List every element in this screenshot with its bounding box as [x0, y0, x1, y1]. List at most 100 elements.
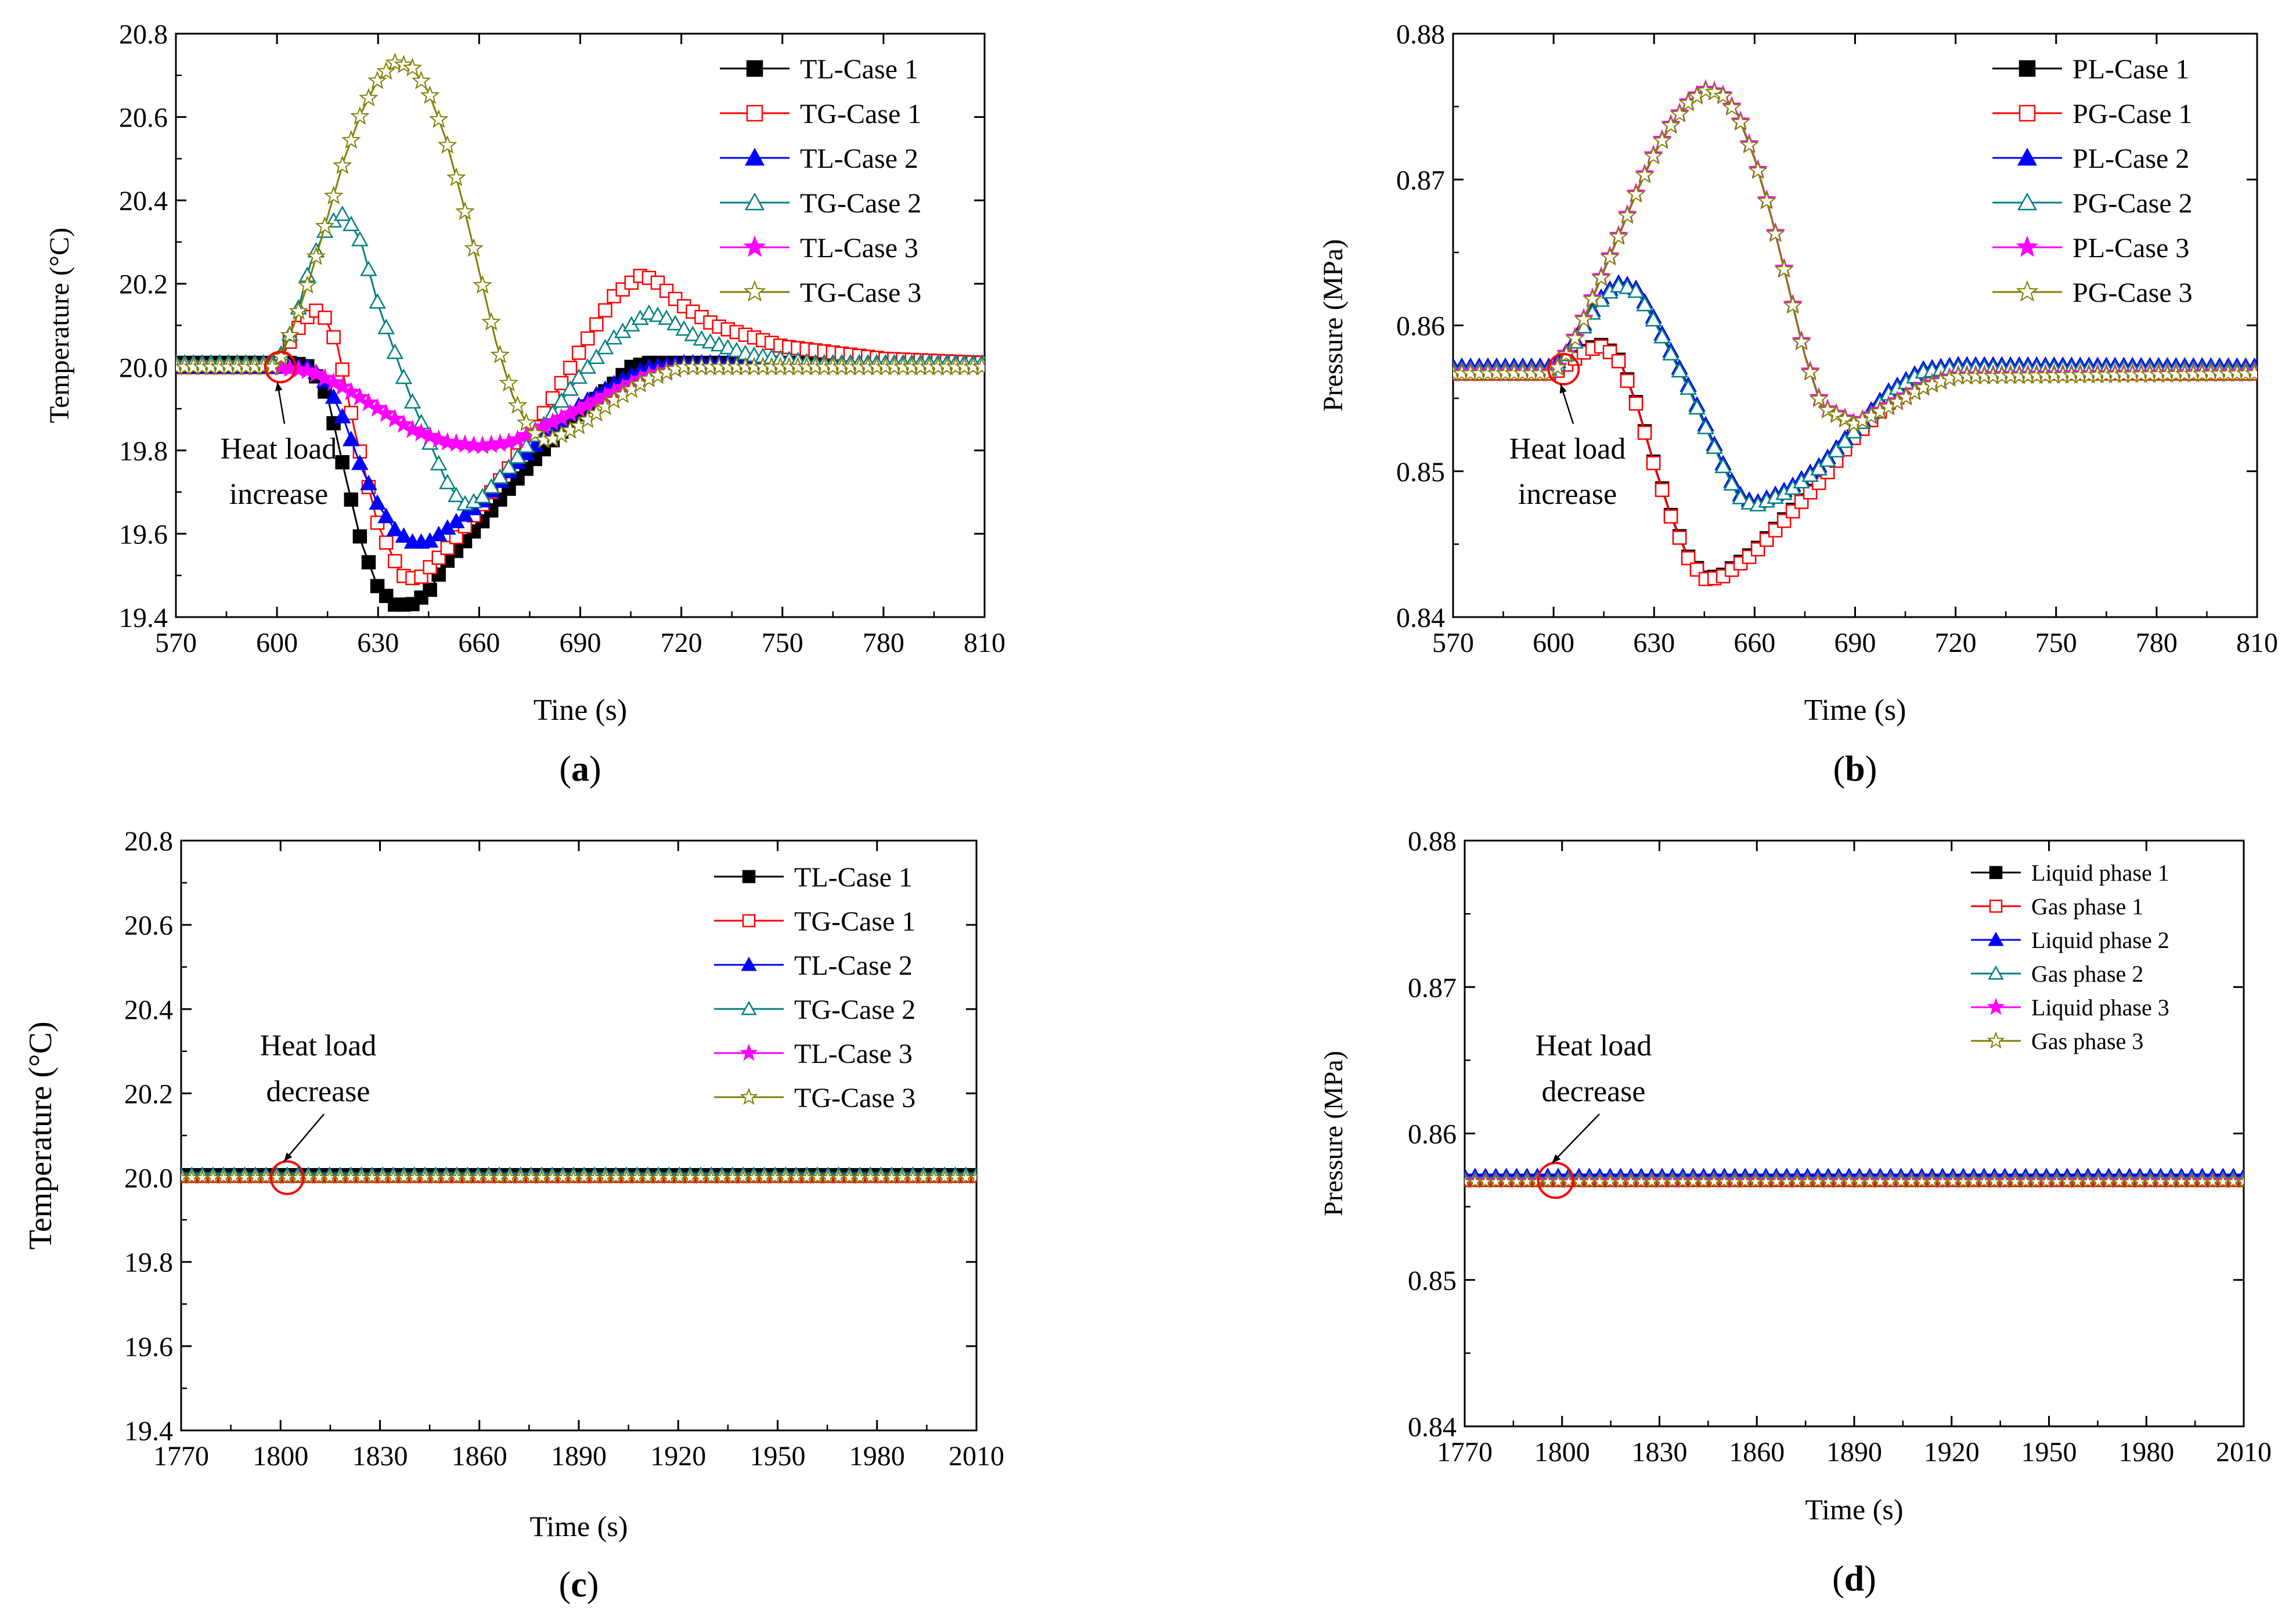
x-tick-label: 630 — [357, 628, 399, 658]
x-axis-label: Tine (s) — [534, 694, 627, 727]
x-tick-label: 720 — [661, 628, 702, 658]
legend: Liquid phase 1 Gas phase 1 Liquid phase 2 G… — [1971, 860, 2169, 1054]
data-point — [359, 88, 379, 107]
data-point — [1627, 282, 1645, 298]
x-tick-label: 1920 — [1924, 1437, 1980, 1468]
data-point — [744, 147, 765, 166]
data-point — [589, 317, 604, 332]
data-point — [332, 155, 352, 174]
data-point — [1809, 388, 1829, 408]
data-point — [658, 309, 675, 325]
data-point — [517, 445, 535, 460]
y-tick-label: 0.85 — [1408, 1266, 1457, 1296]
data-point — [315, 367, 335, 387]
data-point — [1748, 160, 1768, 179]
data-point — [394, 414, 414, 433]
data-point — [1636, 295, 1653, 312]
data-point — [1670, 103, 1689, 123]
data-point — [1583, 289, 1602, 308]
y-tick-label: 0.85 — [1396, 457, 1445, 488]
data-point — [742, 870, 756, 884]
data-point — [968, 1169, 976, 1184]
data-point — [335, 455, 349, 470]
data-point — [740, 1087, 758, 1105]
data-point — [437, 135, 457, 154]
data-point — [315, 216, 335, 235]
data-point — [1663, 509, 1678, 524]
data-point — [507, 395, 528, 414]
series-tg-case-3 — [176, 52, 985, 449]
panel-caption: (c) — [559, 1565, 599, 1605]
legend-label: TL-Case 2 — [800, 143, 918, 174]
data-point — [1818, 399, 1838, 419]
legend-label: Gas phase 3 — [2031, 1028, 2143, 1054]
annotation-text: increase — [229, 478, 328, 511]
legend: TL-Case 1 TG-Case 1 TL-Case 2 TG-Case 2 TL-C… — [720, 54, 921, 308]
data-point — [1987, 1031, 2005, 1049]
data-point — [1828, 442, 1845, 457]
legend-label: PL-Case 2 — [2072, 143, 2189, 174]
data-point — [1800, 362, 1821, 381]
panel-caption: (d) — [1832, 1559, 1876, 1599]
y-tick-label: 0.88 — [1408, 826, 1457, 857]
data-point — [388, 554, 402, 568]
data-point — [1671, 362, 1688, 378]
annotation-text: Heat load — [1509, 432, 1626, 466]
legend-label: TL-Case 3 — [800, 233, 918, 264]
y-tick-label: 20.0 — [119, 352, 168, 383]
data-point — [1574, 309, 1594, 328]
data-point — [395, 368, 413, 384]
data-point — [333, 206, 351, 221]
data-point — [481, 312, 502, 331]
series-line — [1453, 280, 2257, 504]
data-point — [323, 185, 344, 205]
chart-panel-d: 1770 1800 1830 1860 1890 1920 1950 1980 2010 0.84… — [1318, 826, 2272, 1599]
legend-label: TG-Case 3 — [800, 277, 921, 308]
data-point — [666, 315, 684, 330]
data-point — [571, 345, 586, 360]
data-point — [563, 361, 578, 375]
y-tick-label: 20.4 — [119, 186, 168, 217]
x-tick-label: 660 — [458, 628, 500, 658]
data-point — [701, 333, 719, 349]
data-point — [446, 167, 466, 186]
data-point — [1792, 331, 1812, 351]
x-tick-label: 720 — [1935, 628, 1977, 658]
data-point — [1652, 130, 1672, 149]
data-point — [332, 376, 352, 395]
data-point — [367, 398, 387, 417]
data-point — [1611, 354, 1626, 369]
data-point — [411, 70, 431, 89]
data-point — [446, 433, 466, 452]
data-point — [1739, 135, 1760, 154]
y-axis-label: Pressure (MPa) — [1318, 1051, 1348, 1216]
data-point — [474, 488, 491, 503]
annotation-arrow-head — [284, 1152, 293, 1162]
chart-panel-a: 570 600 630 660 690 720 750 780 810 19.4 19.6 19.8 2… — [44, 19, 1005, 789]
panel-caption: (a) — [559, 749, 601, 789]
data-point — [341, 130, 361, 149]
annotation-text: Heat load — [1536, 1029, 1652, 1062]
y-tick-label: 19.4 — [119, 603, 168, 633]
annotation-circle — [1537, 1162, 1574, 1199]
legend-label: PG-Case 3 — [2072, 277, 2193, 308]
y-tick-label: 20.8 — [124, 826, 173, 857]
y-axis-label: Temperature (°C) — [23, 1021, 59, 1249]
data-point — [464, 238, 484, 257]
data-point — [1819, 451, 1836, 467]
data-point — [1989, 866, 2003, 880]
x-axis-label: Time (s) — [1804, 694, 1906, 727]
data-point — [428, 109, 449, 128]
data-point — [743, 235, 766, 257]
data-point — [490, 344, 510, 363]
data-point — [1731, 112, 1751, 131]
x-tick-label: 1980 — [849, 1441, 905, 1472]
legend-label: PG-Case 2 — [2072, 188, 2193, 219]
legend-label: Liquid phase 3 — [2031, 994, 2169, 1021]
data-point — [394, 55, 414, 74]
data-point — [684, 326, 702, 341]
y-tick-label: 19.8 — [124, 1248, 173, 1278]
annotation-arrow-head — [1552, 1154, 1561, 1163]
y-axis-label: Temperature (°C) — [44, 228, 75, 423]
data-point — [455, 434, 475, 453]
